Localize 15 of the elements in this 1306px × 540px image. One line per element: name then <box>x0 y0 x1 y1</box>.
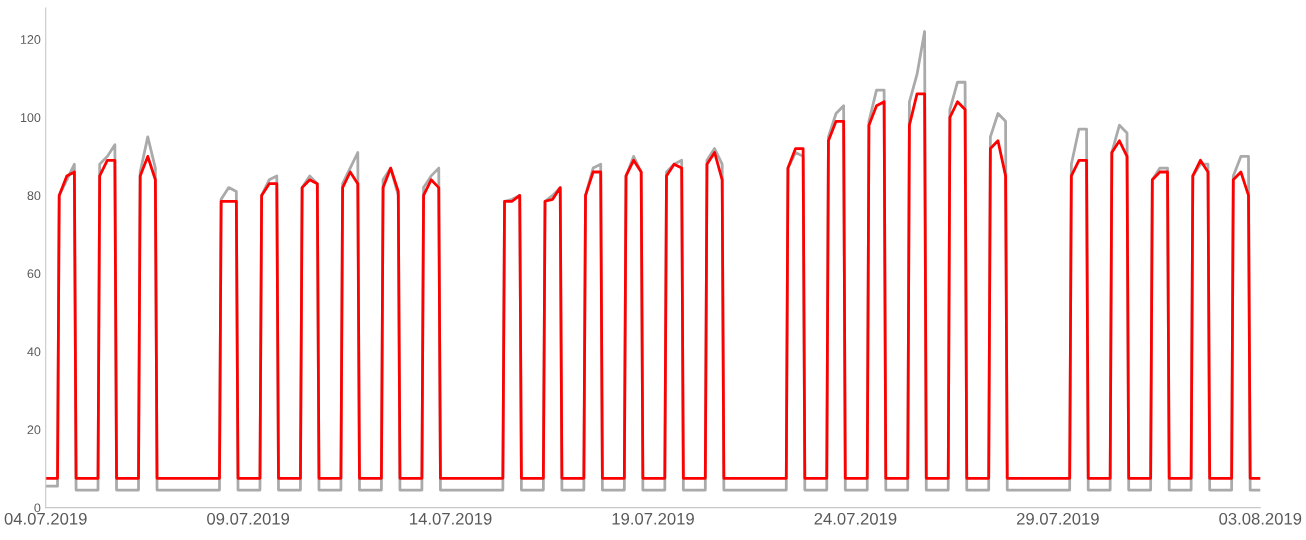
x-tick-label: 03.08.2019 <box>1219 512 1302 525</box>
x-tick-label: 19.07.2019 <box>612 512 694 525</box>
y-tick-label: 20 <box>27 425 41 435</box>
y-tick-label: 120 <box>20 35 41 44</box>
line-series <box>45 92 1261 480</box>
x-tick-label: 14.07.2019 <box>410 512 492 525</box>
x-tick-label: 24.07.2019 <box>814 512 897 525</box>
x-tick-label: 04.07.2019 <box>4 512 87 525</box>
y-tick-label: 60 <box>27 269 41 279</box>
y-tick-label: 0 <box>34 503 41 513</box>
y-tick-label: 100 <box>20 113 41 123</box>
x-tick-label: 29.07.2019 <box>1017 512 1099 525</box>
y-tick-label: 80 <box>27 191 41 201</box>
x-tick-label: 09.07.2019 <box>207 512 290 525</box>
y-tick-label: 40 <box>27 347 41 357</box>
